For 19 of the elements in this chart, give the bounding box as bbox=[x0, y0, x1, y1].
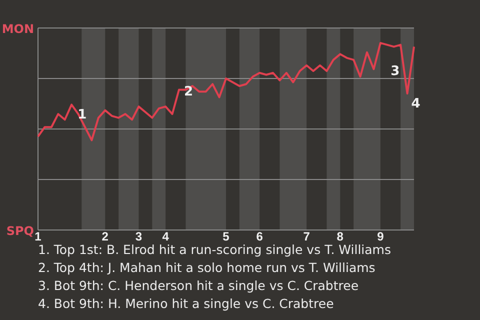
annotation: 4 bbox=[411, 96, 420, 112]
annotation: 1 bbox=[78, 108, 87, 123]
x-tick-label: 9 bbox=[377, 230, 384, 244]
x-tick-label: 5 bbox=[222, 230, 230, 244]
x-tick-label: 8 bbox=[336, 230, 344, 244]
text: 3. Bot 9th: C. Henderson hit a single vs C. Crabtree bbox=[38, 278, 359, 293]
text: 1. Top 1st: B. Elrod hit a run-scoring single vs T. Williams bbox=[38, 242, 391, 257]
x-tick-label: 6 bbox=[256, 230, 264, 244]
annotation: 2 bbox=[184, 84, 194, 100]
x-tick-label: 3 bbox=[135, 230, 142, 244]
x-tick-label: 7 bbox=[303, 230, 310, 244]
text: SPQ bbox=[6, 224, 34, 238]
text: MON bbox=[2, 22, 34, 36]
x-tick-label: 2 bbox=[102, 230, 109, 244]
text: 4. Bot 9th: H. Merino hit a single vs C. Crabtree bbox=[38, 296, 334, 311]
text: 2. Top 4th: J. Mahan hit a solo home run vs T. Williams bbox=[38, 260, 376, 275]
annotation: 3 bbox=[390, 64, 400, 79]
x-tick-label: 4 bbox=[162, 230, 170, 244]
x-tick-label: 1 bbox=[34, 230, 42, 244]
